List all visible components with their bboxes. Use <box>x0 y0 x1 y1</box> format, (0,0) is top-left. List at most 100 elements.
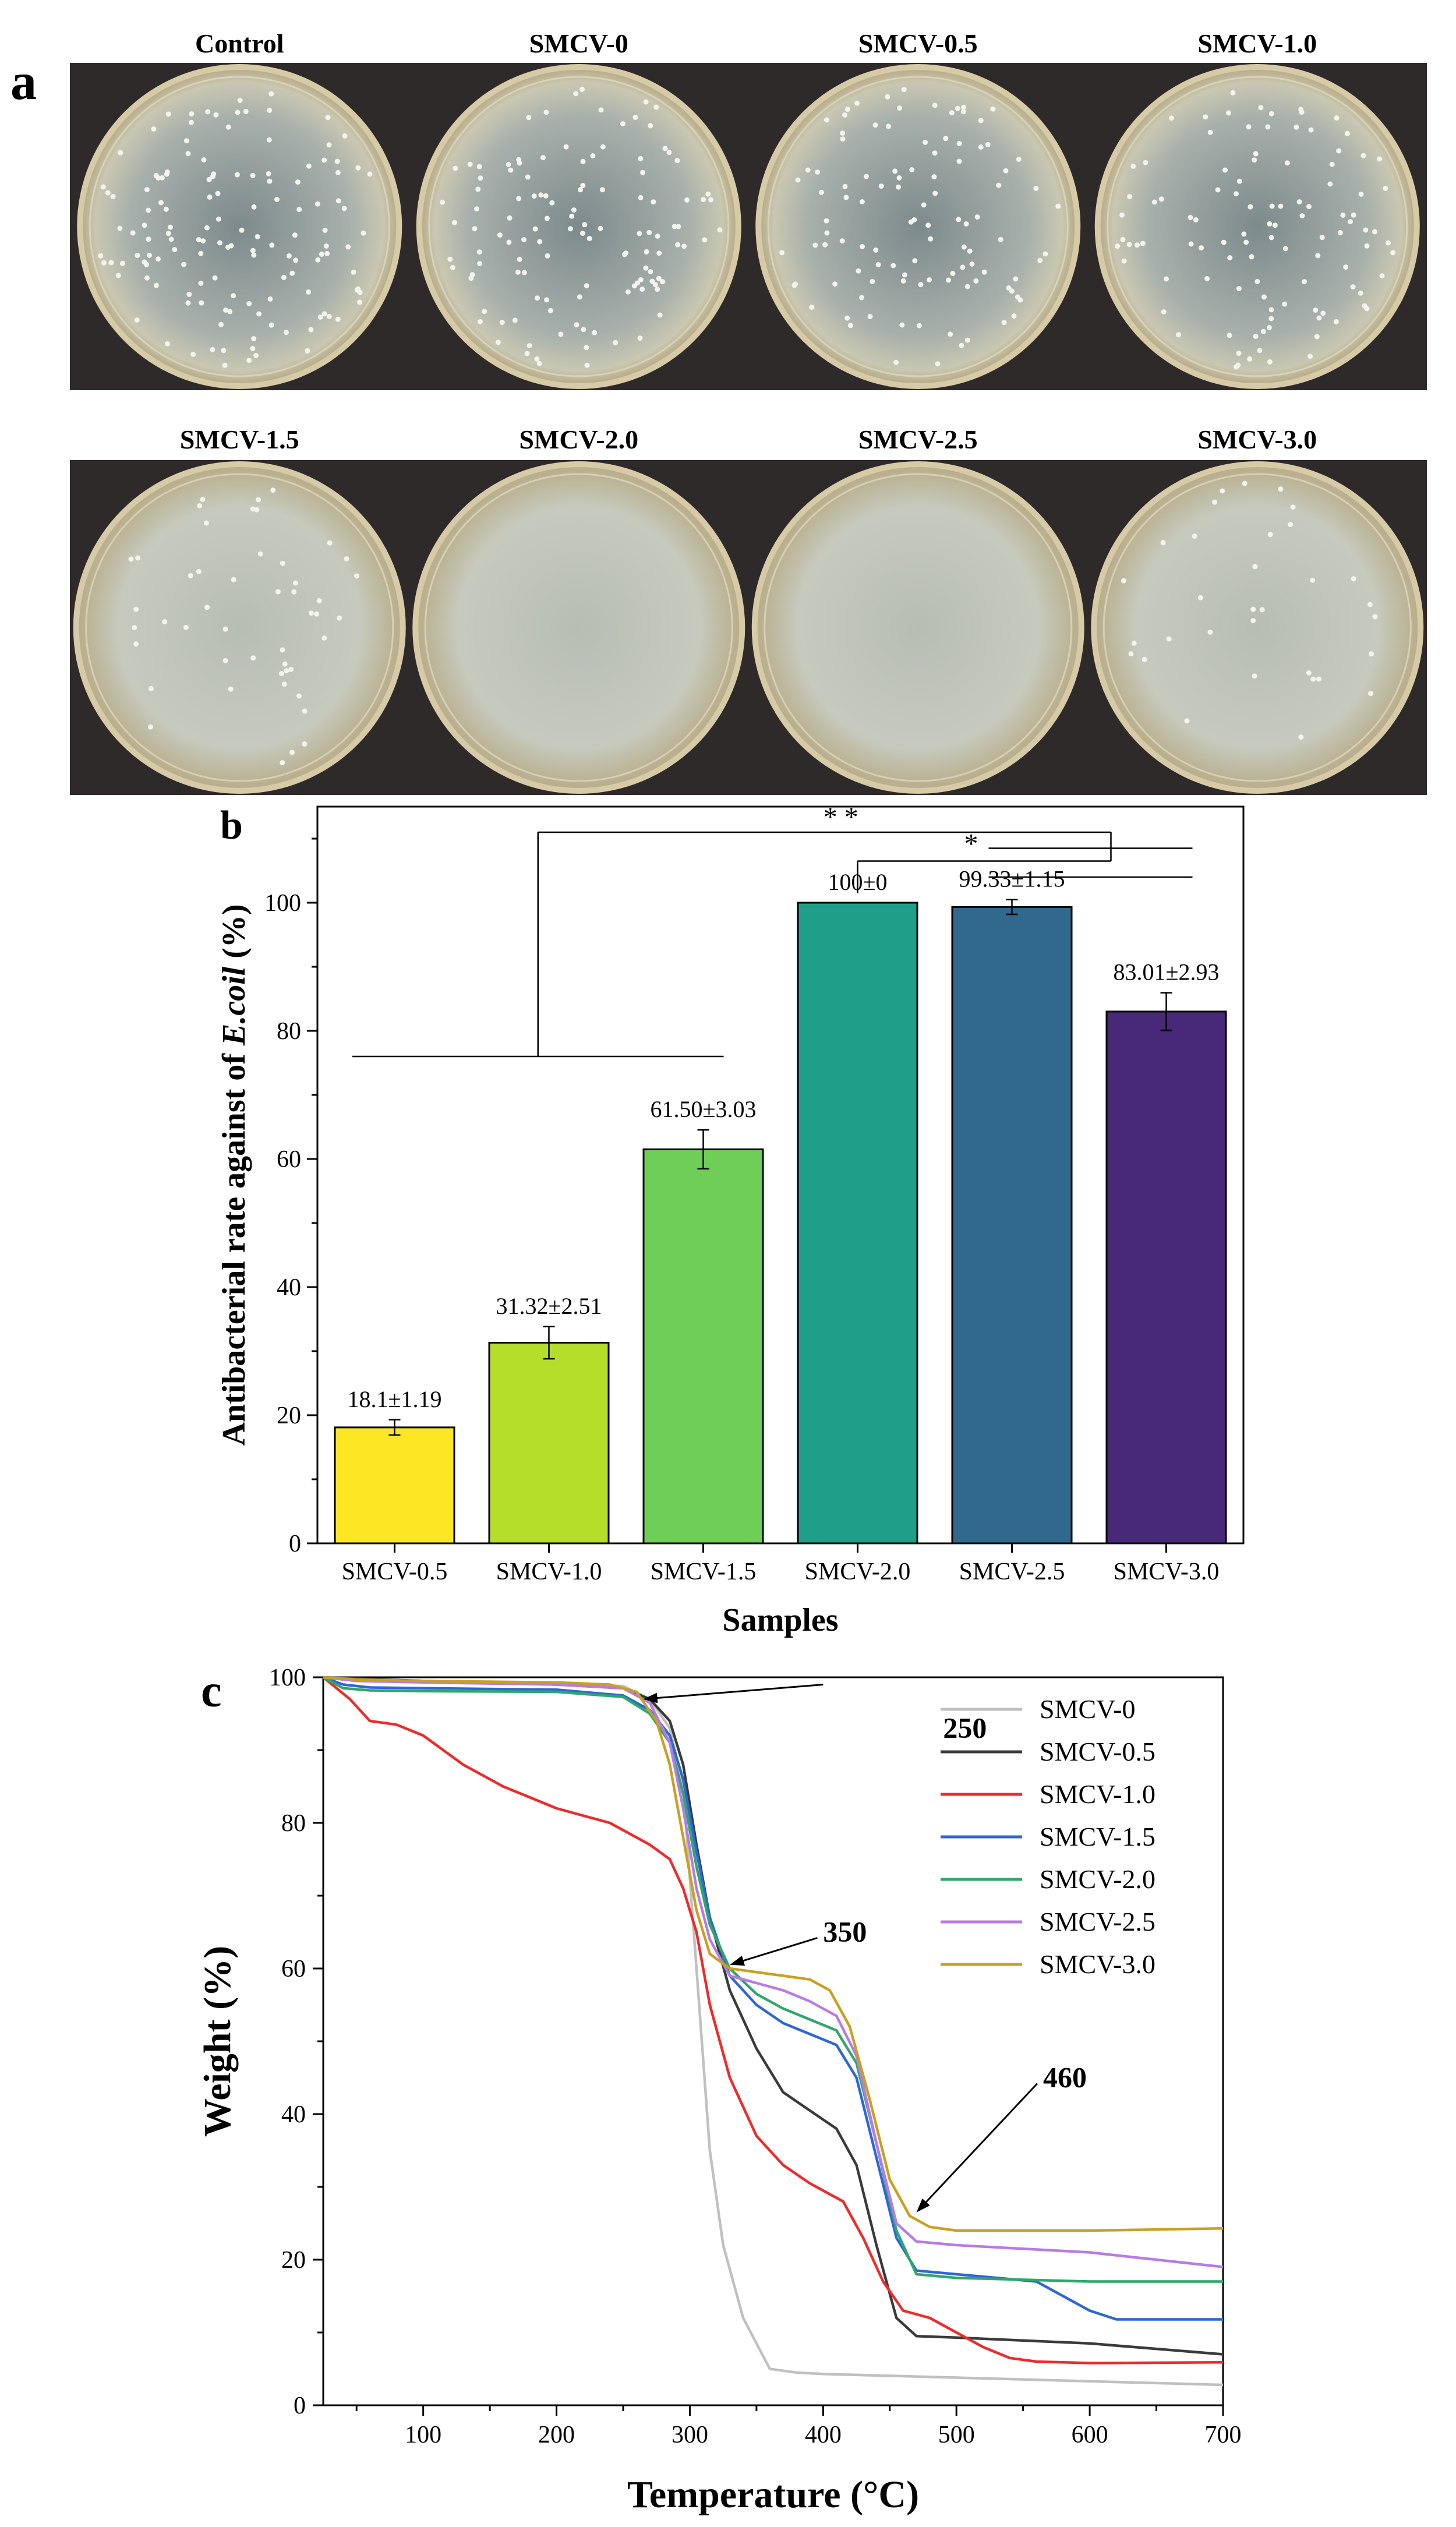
colony <box>1234 191 1239 197</box>
colony <box>1306 204 1312 210</box>
bar-value-label: 61.50±3.03 <box>651 1096 757 1122</box>
colony <box>1267 532 1273 538</box>
colony <box>284 668 289 674</box>
colony <box>1249 254 1254 260</box>
plot-frame <box>316 805 1245 1545</box>
series-line <box>323 1676 1224 2268</box>
colony <box>584 345 589 351</box>
colony <box>1288 522 1294 528</box>
colony <box>250 248 256 253</box>
colony <box>118 150 123 155</box>
colony <box>932 150 938 156</box>
colony <box>928 236 934 242</box>
colony <box>779 250 785 256</box>
colony <box>1308 127 1314 133</box>
colony <box>188 572 193 578</box>
colony <box>1009 288 1015 294</box>
colony <box>1272 222 1278 228</box>
colony <box>832 281 838 287</box>
colony <box>896 184 902 190</box>
y-tick-label: 100 <box>269 1664 306 1691</box>
colony <box>323 243 329 249</box>
y-tick-label: 20 <box>281 2247 306 2274</box>
colony <box>274 197 280 202</box>
colony <box>567 226 573 232</box>
colony <box>325 115 331 121</box>
x-tick-label: 400 <box>805 2422 842 2448</box>
colony <box>156 256 161 262</box>
colony <box>1282 246 1288 252</box>
colony <box>254 507 260 513</box>
colony <box>1314 334 1320 340</box>
colony <box>165 231 171 236</box>
colony <box>1252 157 1257 163</box>
colony <box>280 760 285 766</box>
colony <box>198 250 204 256</box>
colony <box>581 327 586 333</box>
colony <box>342 133 348 139</box>
colony <box>996 182 1002 188</box>
colony <box>613 340 619 345</box>
colony <box>1367 602 1373 607</box>
colony <box>521 237 526 242</box>
colony <box>447 256 453 262</box>
bar <box>642 1148 764 1545</box>
colony <box>221 348 227 354</box>
colony <box>1115 243 1121 249</box>
colony <box>225 245 231 250</box>
colony <box>964 284 970 289</box>
colony <box>302 708 308 714</box>
colony <box>578 187 584 193</box>
y-tick-label: 20 <box>277 1402 301 1429</box>
colony <box>544 215 550 221</box>
colony <box>201 157 207 162</box>
colony <box>978 144 984 150</box>
annotation-label: 250 <box>943 1712 987 1744</box>
colony <box>149 685 154 691</box>
colony <box>660 279 666 285</box>
colony <box>592 330 598 335</box>
colony <box>308 610 314 616</box>
colony <box>1267 221 1273 227</box>
colony <box>256 497 261 503</box>
colony <box>1290 504 1296 510</box>
colony <box>227 309 233 314</box>
colony <box>132 625 137 631</box>
colony <box>344 556 349 562</box>
colony <box>1248 204 1253 210</box>
colony <box>130 230 136 236</box>
series-line <box>323 1676 1224 2232</box>
colony <box>440 199 445 205</box>
colony <box>1188 241 1194 247</box>
colony <box>582 222 588 228</box>
colony <box>860 243 865 249</box>
colony <box>293 580 298 586</box>
colony <box>472 226 478 232</box>
colony <box>586 236 592 242</box>
colony <box>955 105 960 111</box>
colony <box>1013 276 1019 282</box>
colony <box>893 359 899 365</box>
colony <box>1207 630 1213 635</box>
colony <box>656 275 662 281</box>
colony <box>327 540 333 546</box>
colony <box>168 224 173 230</box>
colony <box>1268 235 1274 241</box>
colony <box>959 342 964 348</box>
colony <box>1313 308 1319 313</box>
colony <box>577 294 582 300</box>
colony <box>306 289 312 295</box>
colony <box>211 171 217 177</box>
colony <box>1310 577 1316 583</box>
dish-agar <box>757 467 1079 788</box>
colony <box>867 314 873 319</box>
colony <box>961 104 967 110</box>
x-tick-label: 500 <box>938 2422 975 2448</box>
colony <box>1227 333 1232 338</box>
colony <box>196 568 202 574</box>
colony <box>1176 332 1182 338</box>
colony <box>931 174 937 180</box>
dish-agar <box>83 70 397 383</box>
colony <box>908 219 914 225</box>
x-tick-label: SMCV-1.0 <box>496 1558 602 1585</box>
